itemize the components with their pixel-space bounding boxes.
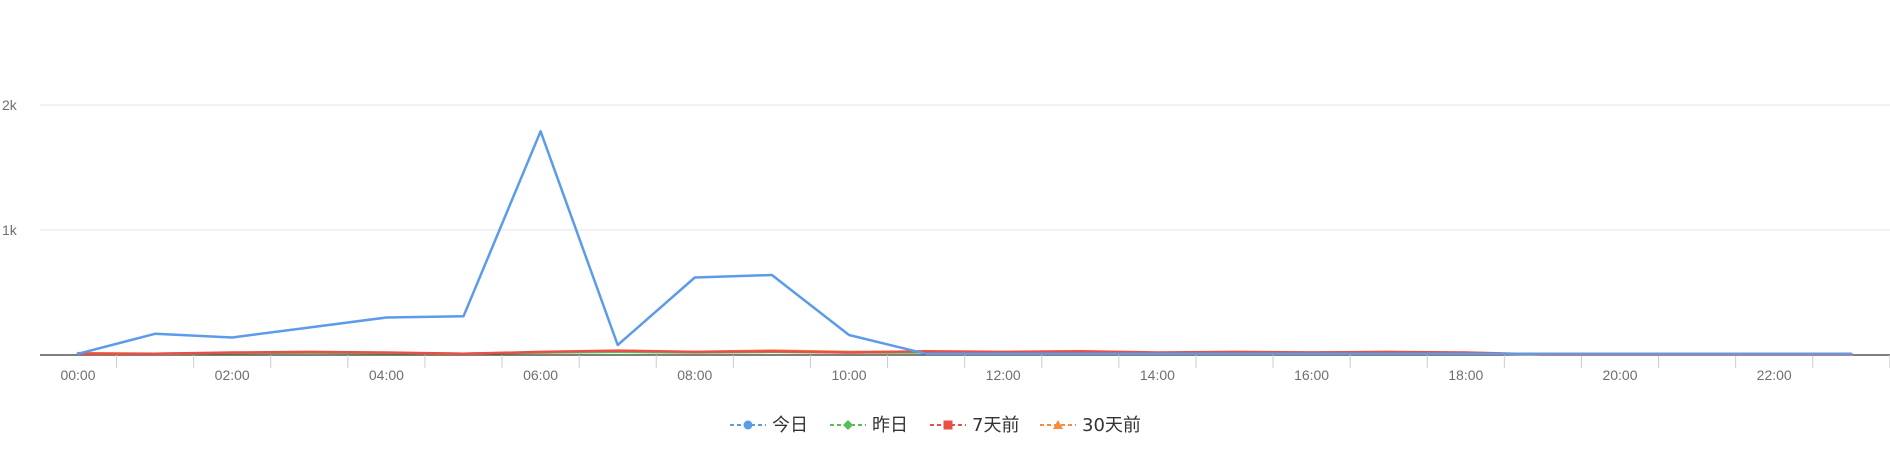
legend-label: 7天前	[972, 415, 1019, 436]
y-tick-label: 1k	[2, 222, 18, 238]
x-tick-label: 10:00	[831, 367, 866, 383]
axis-layer: 1k 2k 00:00 02:00 04:00 06:00 08:00 10:00 12:00 1…	[2, 97, 1890, 383]
legend-marker-circle	[743, 420, 753, 430]
x-tick-label: 14:00	[1140, 367, 1175, 383]
x-tick-label: 16:00	[1294, 367, 1329, 383]
series-line-0	[76, 130, 1853, 356]
legend-label: 今日	[772, 415, 808, 436]
legend-label: 30天前	[1082, 415, 1141, 436]
x-tick-label: 12:00	[986, 367, 1021, 383]
legend-marker-diamond	[843, 420, 853, 430]
legend-marker-triangle	[1053, 420, 1063, 429]
series-layer	[76, 130, 1853, 356]
legend-marker-square	[943, 420, 953, 430]
legend-item-1[interactable]: 昨日	[830, 415, 908, 436]
y-tick-label: 2k	[2, 97, 18, 113]
x-tick-label: 08:00	[677, 367, 712, 383]
x-tick-label: 04:00	[369, 367, 404, 383]
x-tick-label: 06:00	[523, 367, 558, 383]
x-tick-label: 00:00	[60, 367, 95, 383]
x-tick-label: 20:00	[1602, 367, 1637, 383]
legend-label: 昨日	[872, 415, 908, 436]
legend[interactable]: 今日 昨日 7天前 30天前	[730, 415, 1141, 436]
legend-item-0[interactable]: 今日	[730, 415, 808, 436]
x-tick-label: 18:00	[1448, 367, 1483, 383]
x-tick-label: 02:00	[215, 367, 250, 383]
legend-item-2[interactable]: 7天前	[930, 415, 1019, 436]
legend-item-3[interactable]: 30天前	[1040, 415, 1141, 436]
x-tick-label: 22:00	[1757, 367, 1792, 383]
grid-layer	[40, 104, 1890, 231]
